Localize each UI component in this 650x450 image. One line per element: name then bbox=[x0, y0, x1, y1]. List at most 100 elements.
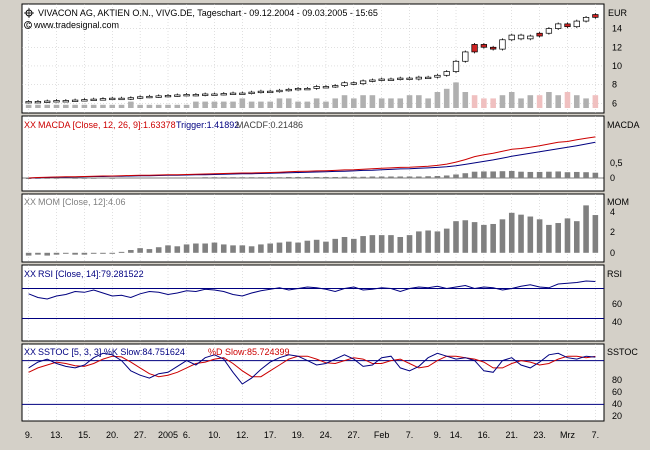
x-tick-label: 27. bbox=[134, 430, 147, 440]
macd-tick-1: 0 bbox=[610, 173, 615, 183]
volume-bar bbox=[323, 101, 329, 108]
macdf-bar bbox=[443, 175, 450, 178]
macdf-bar bbox=[155, 177, 162, 179]
candle bbox=[378, 78, 385, 81]
x-tick-label: 23. bbox=[533, 430, 546, 440]
candle bbox=[174, 94, 181, 97]
x-tick-label: 27. bbox=[348, 430, 361, 440]
rsi-panel bbox=[21, 264, 605, 342]
macdf-bar bbox=[536, 171, 543, 178]
volume-bar bbox=[44, 104, 51, 108]
volume-bar bbox=[416, 95, 422, 108]
sstoc-d-line bbox=[28, 355, 596, 378]
sstoc-tick-2: 40 bbox=[612, 399, 622, 409]
mom-bar bbox=[258, 244, 264, 253]
macd-tick-0: 0,5 bbox=[610, 158, 623, 168]
candlesticks bbox=[25, 13, 599, 104]
mom-tick-2: 0 bbox=[610, 248, 615, 258]
volume-bar bbox=[25, 104, 32, 108]
watermark: www.tradesignal.com bbox=[33, 20, 119, 30]
volume-bar bbox=[592, 95, 599, 108]
mom-bar bbox=[546, 224, 552, 253]
macdf-bar bbox=[369, 176, 376, 178]
price-tick-label: 8 bbox=[612, 80, 617, 90]
candle bbox=[183, 94, 190, 97]
mom-bar bbox=[351, 238, 357, 253]
volume-bar bbox=[202, 101, 208, 108]
macdf-bar bbox=[453, 174, 459, 178]
candle bbox=[71, 99, 79, 102]
mom-marker[interactable]: XX bbox=[24, 197, 36, 207]
mom-bar bbox=[248, 246, 255, 253]
candle bbox=[239, 92, 246, 95]
candle bbox=[545, 28, 553, 34]
macdf-bar bbox=[425, 176, 431, 178]
x-tick-label: 13. bbox=[50, 430, 63, 440]
candle bbox=[127, 97, 134, 100]
mom-bar bbox=[137, 248, 143, 253]
macd-line bbox=[28, 136, 596, 179]
macdf-bar bbox=[183, 177, 190, 179]
candle bbox=[341, 82, 348, 86]
volume-bar bbox=[109, 104, 116, 108]
volume-bar bbox=[453, 82, 459, 108]
volume-bar bbox=[165, 104, 171, 108]
x-tick-label: 7. bbox=[592, 430, 600, 440]
macdf-bar bbox=[341, 176, 348, 178]
rsi-marker[interactable]: XX bbox=[24, 269, 36, 279]
macdf-bar bbox=[230, 177, 236, 179]
mom-bar bbox=[508, 212, 515, 253]
candle bbox=[369, 79, 376, 82]
volume-bar bbox=[285, 98, 292, 108]
settings-icon[interactable] bbox=[24, 8, 34, 18]
chart-title: VIVACON AG, AKTIEN O.N., VIVG.DE, Tagesc… bbox=[38, 8, 378, 18]
mom-bar bbox=[109, 252, 116, 254]
x-tick-label: 17. bbox=[264, 430, 277, 440]
mom-bar bbox=[536, 219, 543, 253]
volume-bar bbox=[220, 101, 227, 108]
x-tick-label: 12. bbox=[236, 430, 249, 440]
sstoc-plot bbox=[22, 352, 604, 405]
candle bbox=[462, 51, 469, 62]
macdf-bar bbox=[258, 177, 264, 179]
volume-bar bbox=[564, 92, 571, 108]
volume-bar bbox=[118, 104, 125, 108]
mom-bar bbox=[267, 243, 273, 253]
macd-marker[interactable]: XX bbox=[24, 120, 36, 130]
volume-bar bbox=[546, 92, 552, 108]
volume-bar bbox=[481, 98, 487, 108]
volume-bar bbox=[434, 92, 441, 108]
mom-right-label: MOM bbox=[607, 197, 629, 207]
rsi-right-label: RSI bbox=[607, 269, 622, 279]
macdf-bar bbox=[239, 177, 246, 179]
volume-bar bbox=[536, 95, 543, 108]
macdf-bar bbox=[406, 176, 413, 178]
rsi-label: RSI [Close, 14]:79.281522 bbox=[38, 269, 144, 279]
volume-bar bbox=[72, 104, 78, 108]
macdf-bar bbox=[81, 177, 88, 179]
candle bbox=[81, 99, 88, 102]
candle bbox=[248, 91, 255, 94]
mom-bar bbox=[81, 252, 88, 255]
mom-bar bbox=[378, 235, 385, 253]
volume-bar bbox=[258, 101, 264, 108]
macd-plot bbox=[22, 136, 604, 179]
mom-bar bbox=[220, 244, 227, 253]
mom-bar bbox=[72, 252, 78, 255]
mom-tick-1: 2 bbox=[610, 227, 615, 237]
x-tick-label: 9. bbox=[434, 430, 442, 440]
candle bbox=[536, 32, 543, 37]
macdf-bar bbox=[351, 176, 357, 178]
macdf-bar bbox=[100, 177, 106, 179]
sstoc-d-label: %D Slow:85.724399 bbox=[208, 347, 290, 357]
volume-bar bbox=[211, 101, 218, 108]
mom-bar bbox=[100, 252, 106, 254]
candle bbox=[582, 16, 590, 22]
volume-bar bbox=[193, 101, 199, 108]
volume-bar bbox=[100, 104, 106, 108]
mom-bar bbox=[341, 236, 348, 253]
sstoc-marker[interactable]: XX bbox=[24, 347, 36, 357]
mom-label: MOM [Close, 12]:4.06 bbox=[38, 197, 126, 207]
volume-bar bbox=[360, 95, 366, 108]
candle bbox=[332, 85, 339, 88]
